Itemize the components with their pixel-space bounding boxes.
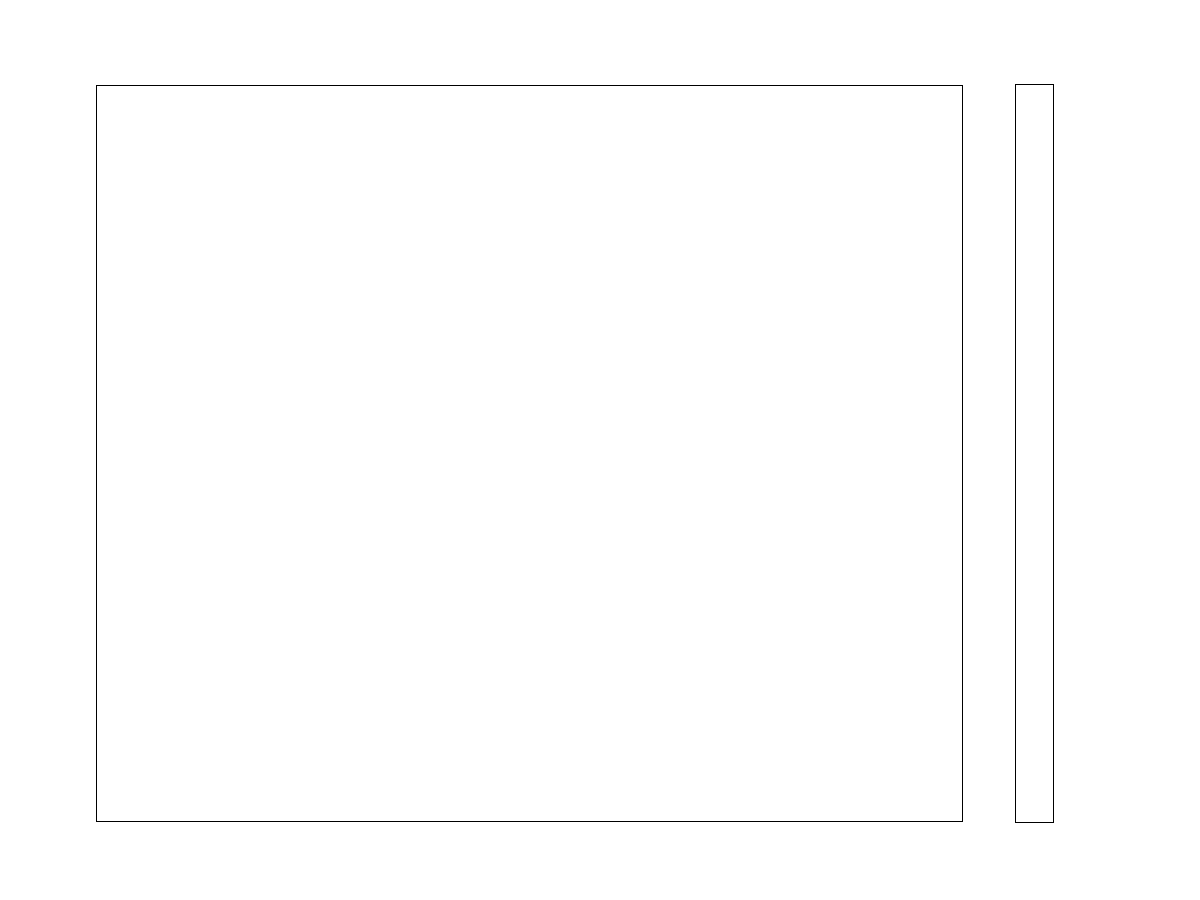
colorbar [1015,84,1054,823]
ionogram-heatmap [95,84,963,822]
